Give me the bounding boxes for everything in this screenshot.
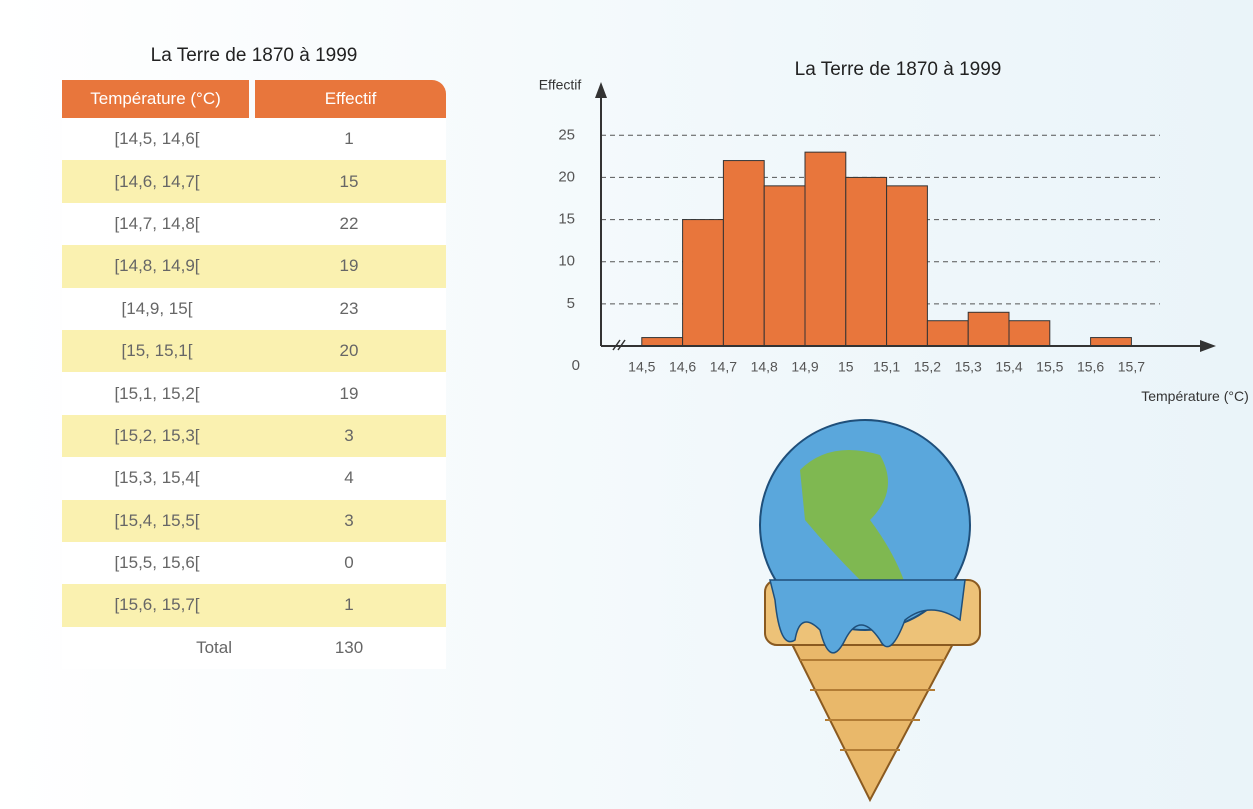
y-tick-label: 10: [558, 253, 575, 270]
x-axis-label: Température (°C): [1140, 388, 1250, 404]
ice-cream-globe: [760, 420, 980, 800]
bar: [723, 161, 764, 346]
y-tick-label: 5: [567, 295, 575, 312]
chart: La Terre de 1870 à 1999 Effectif 0 5 10 15 2…: [0, 0, 1253, 809]
x-tick-label: 15,2: [914, 359, 941, 375]
y-axis-label: Effectif: [539, 77, 582, 93]
bar: [927, 321, 968, 346]
y-tick-label: 15: [558, 211, 575, 228]
bar: [968, 312, 1009, 346]
bar: [887, 186, 928, 346]
x-tick-label: 14,9: [791, 359, 818, 375]
y-tick-label: 0: [572, 357, 580, 374]
x-tick-label: 15,3: [955, 359, 982, 375]
y-axis-arrow: [595, 82, 607, 98]
x-tick-label: 15,7: [1118, 359, 1145, 375]
x-axis-arrow: [1200, 340, 1216, 352]
bar: [846, 177, 887, 346]
bar: [1009, 321, 1050, 346]
page: La Terre de 1870 à 1999 Température (°C)…: [0, 0, 1253, 809]
x-tick-label: 14,8: [751, 359, 778, 375]
chart-title: La Terre de 1870 à 1999: [795, 59, 1002, 80]
x-tick-label: 15,1: [873, 359, 900, 375]
x-tick-label: 15,5: [1036, 359, 1063, 375]
x-tick-label: 14,6: [669, 359, 696, 375]
x-tick-label: 15: [838, 359, 854, 375]
bar: [642, 338, 683, 346]
bar: [683, 220, 724, 346]
x-tick-label: 14,7: [710, 359, 737, 375]
x-tick-label: 14,5: [628, 359, 655, 375]
y-tick-label: 25: [558, 126, 575, 143]
bar: [764, 186, 805, 346]
bar: [1091, 338, 1132, 346]
x-tick-label: 15,4: [995, 359, 1022, 375]
y-tick-label: 20: [558, 168, 575, 185]
bar: [805, 152, 846, 346]
x-tick-label: 15,6: [1077, 359, 1104, 375]
